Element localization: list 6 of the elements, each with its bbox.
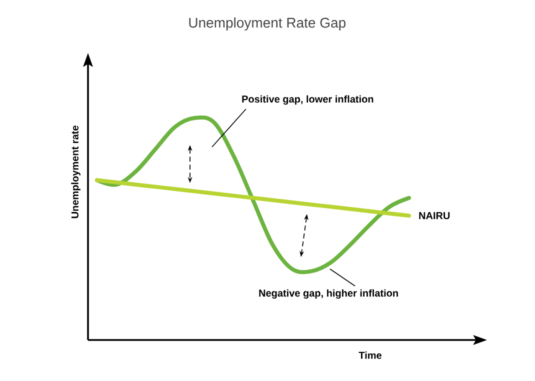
series-label: NAIRU	[419, 212, 450, 220]
x-axis-title: Time	[358, 352, 382, 359]
annotation: Negative gap, higher inflation	[259, 289, 398, 299]
y-axis-title: Unemployment rate	[71, 126, 80, 218]
text: Positive gap, lower inflation	[242, 95, 374, 105]
chart-title: Unemployment Rate Gap	[189, 17, 346, 30]
